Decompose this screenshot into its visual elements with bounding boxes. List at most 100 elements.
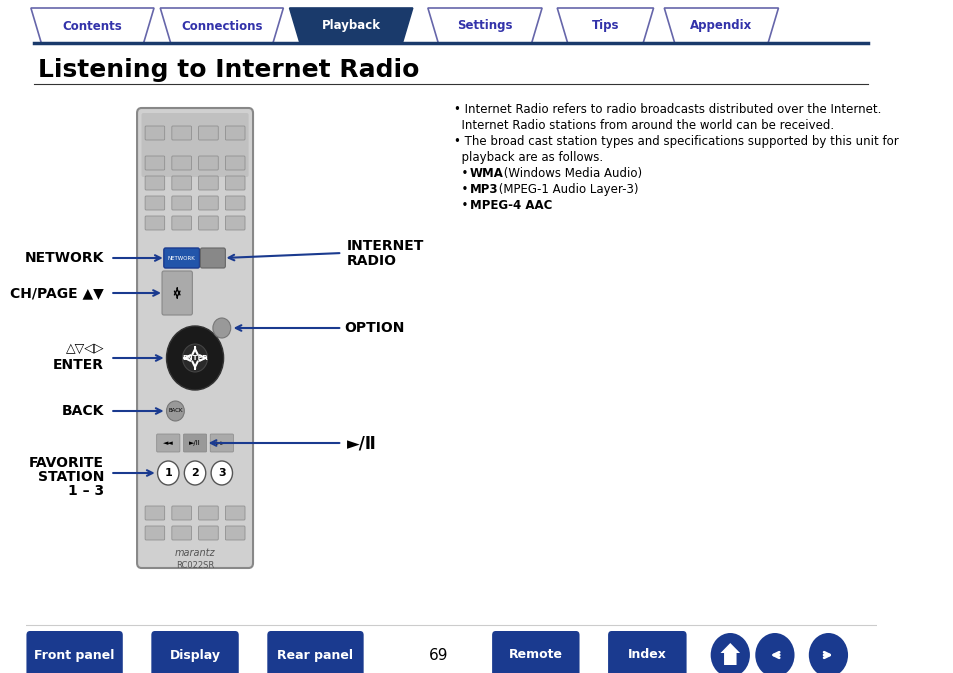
FancyBboxPatch shape [164,248,199,268]
FancyBboxPatch shape [152,631,238,673]
FancyBboxPatch shape [225,176,245,190]
Circle shape [167,326,223,390]
Polygon shape [557,8,653,44]
FancyBboxPatch shape [183,434,207,452]
Text: 1 – 3: 1 – 3 [68,484,104,498]
FancyBboxPatch shape [200,248,225,268]
Text: 69: 69 [429,647,448,662]
Text: OPTION: OPTION [344,321,404,335]
FancyBboxPatch shape [137,108,253,568]
Text: •: • [454,167,472,180]
FancyBboxPatch shape [145,216,165,230]
Text: Connections: Connections [181,20,262,32]
Text: ◄◄: ◄◄ [163,440,173,446]
FancyBboxPatch shape [198,176,218,190]
Text: •: • [454,183,472,196]
FancyBboxPatch shape [198,526,218,540]
Text: Settings: Settings [456,20,512,32]
FancyBboxPatch shape [225,526,245,540]
Polygon shape [428,8,541,44]
FancyBboxPatch shape [225,156,245,170]
Text: Appendix: Appendix [690,20,752,32]
FancyBboxPatch shape [145,176,165,190]
Text: BACK: BACK [62,404,104,418]
Text: MPEG-4 AAC: MPEG-4 AAC [470,199,552,212]
FancyBboxPatch shape [162,271,193,315]
Text: ►/Ⅱ: ►/Ⅱ [346,434,376,452]
Text: BACK: BACK [168,409,182,413]
FancyBboxPatch shape [225,216,245,230]
FancyBboxPatch shape [172,526,192,540]
Text: ENTER: ENTER [182,355,208,361]
Text: Remote: Remote [508,649,562,662]
Text: STATION: STATION [37,470,104,484]
FancyBboxPatch shape [145,156,165,170]
FancyBboxPatch shape [172,196,192,210]
FancyBboxPatch shape [225,126,245,140]
Text: ►/II: ►/II [189,440,201,446]
FancyBboxPatch shape [210,434,233,452]
Polygon shape [720,643,740,665]
Text: Contents: Contents [63,20,122,32]
Circle shape [157,461,179,485]
FancyBboxPatch shape [156,434,180,452]
FancyBboxPatch shape [267,631,363,673]
FancyBboxPatch shape [27,631,123,673]
Circle shape [710,633,749,673]
FancyBboxPatch shape [145,196,165,210]
Text: RC022SR: RC022SR [175,561,213,571]
FancyBboxPatch shape [172,176,192,190]
FancyBboxPatch shape [198,156,218,170]
Text: (Windows Media Audio): (Windows Media Audio) [499,167,641,180]
FancyBboxPatch shape [198,196,218,210]
Polygon shape [30,8,153,44]
FancyBboxPatch shape [172,506,192,520]
FancyBboxPatch shape [607,631,686,673]
Text: Internet Radio stations from around the world can be received.: Internet Radio stations from around the … [454,119,833,132]
FancyBboxPatch shape [172,216,192,230]
Text: Index: Index [627,649,666,662]
Text: RADIO: RADIO [346,254,396,268]
Text: MP3: MP3 [470,183,497,196]
Circle shape [184,461,206,485]
Text: Tips: Tips [591,20,618,32]
Circle shape [808,633,847,673]
Circle shape [755,633,794,673]
FancyBboxPatch shape [145,126,165,140]
Text: 1: 1 [164,468,172,478]
Text: Listening to Internet Radio: Listening to Internet Radio [38,58,419,82]
Text: INTERNET: INTERNET [346,239,424,253]
FancyBboxPatch shape [141,113,249,177]
Polygon shape [160,8,283,44]
Text: Playback: Playback [321,20,380,32]
FancyBboxPatch shape [172,126,192,140]
FancyBboxPatch shape [145,506,165,520]
Text: ENTER: ENTER [53,358,104,372]
Text: Front panel: Front panel [34,649,114,662]
Text: • The broad cast station types and specifications supported by this unit for: • The broad cast station types and speci… [454,135,898,148]
Text: 3: 3 [218,468,226,478]
FancyBboxPatch shape [225,506,245,520]
FancyBboxPatch shape [198,126,218,140]
FancyBboxPatch shape [198,216,218,230]
Text: Display: Display [170,649,220,662]
FancyBboxPatch shape [172,156,192,170]
Text: △▽◁▷: △▽◁▷ [66,341,104,355]
Text: marantz: marantz [174,548,215,558]
Text: WMA: WMA [470,167,503,180]
Text: ►►: ►► [216,440,227,446]
Text: Rear panel: Rear panel [277,649,354,662]
FancyBboxPatch shape [492,631,578,673]
Text: 2: 2 [191,468,199,478]
Text: (MPEG-1 Audio Layer-3): (MPEG-1 Audio Layer-3) [495,183,639,196]
FancyBboxPatch shape [198,506,218,520]
Polygon shape [290,8,413,44]
Circle shape [211,461,233,485]
Text: FAVORITE: FAVORITE [29,456,104,470]
Circle shape [213,318,231,338]
FancyBboxPatch shape [145,526,165,540]
Circle shape [167,401,184,421]
Text: playback are as follows.: playback are as follows. [454,151,602,164]
Circle shape [182,344,208,372]
Polygon shape [663,8,778,44]
